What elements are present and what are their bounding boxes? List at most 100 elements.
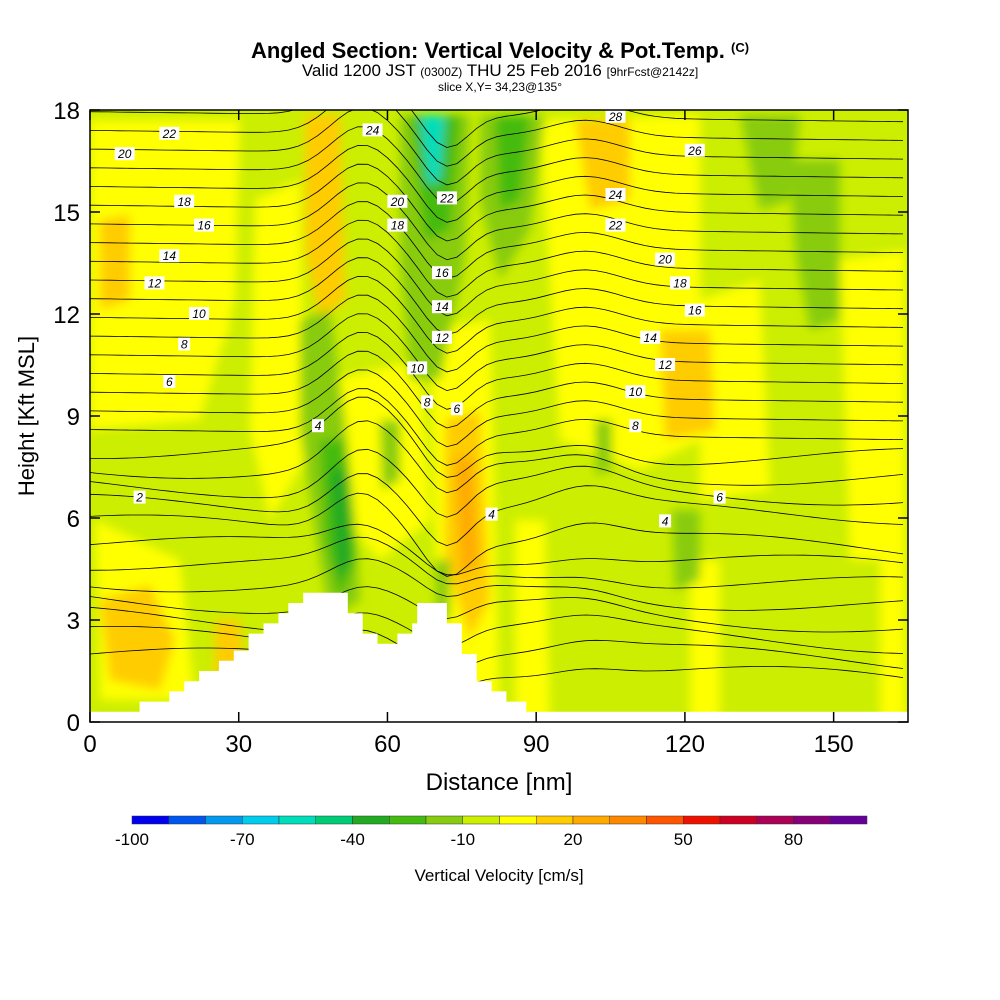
isentrope-line: [90, 558, 904, 611]
isentrope-line: [90, 163, 904, 242]
isentrope-line: [90, 110, 904, 148]
isentrope-line: [90, 238, 904, 317]
contour-label: 16: [431, 266, 452, 280]
x-tick-label: 90: [523, 731, 550, 758]
contour-label-text: 22: [608, 219, 623, 233]
colorbar-tick-label: 80: [784, 830, 803, 849]
contour-label-text: 22: [439, 191, 454, 205]
contour-label-text: 14: [435, 300, 449, 314]
isentrope-line: [90, 492, 904, 577]
contour-label-text: 18: [178, 195, 192, 209]
isentrope-line: [90, 523, 904, 576]
contour-label-text: 12: [435, 331, 449, 345]
contour-label: 20: [387, 194, 408, 209]
colorbar-swatch: [168, 815, 206, 825]
isentrope-line: [90, 638, 904, 690]
isentrope-line: [90, 145, 904, 223]
contour-label: 4: [659, 514, 672, 528]
contour-label-bg: [431, 300, 452, 314]
isentrope-line: [90, 313, 904, 392]
contour-label: 28: [605, 109, 626, 124]
contour-label: 6: [713, 490, 726, 505]
contour-label-text: 10: [629, 385, 643, 399]
contour-label: 14: [159, 249, 180, 263]
contour-label-bg: [163, 375, 176, 388]
isentrope-line: [90, 420, 904, 494]
x-tick-label: 30: [225, 731, 252, 758]
contour-label-bg: [485, 507, 498, 521]
contour-label-text: 8: [181, 338, 188, 352]
contour-label: 2: [133, 490, 146, 505]
contour-label-text: 24: [608, 188, 623, 202]
colorbar-swatch: [536, 815, 574, 825]
contour-label-bg: [605, 218, 626, 232]
contour-label-bg: [362, 123, 383, 137]
y-tick-label: 12: [53, 302, 80, 329]
valid-time: Valid 1200 JST: [301, 61, 416, 80]
x-tick-label: 120: [665, 731, 705, 758]
y-tick-label: 0: [67, 710, 80, 737]
contour-label: 10: [407, 361, 428, 375]
isentrope-line: [90, 294, 904, 373]
colorbar-tick-label: -100: [115, 830, 149, 849]
colorbar-tick-label: -10: [450, 830, 475, 849]
x-tick-label: 60: [374, 731, 401, 758]
contour-label: 18: [174, 194, 195, 209]
contour-label: 12: [655, 358, 676, 372]
isentrope-line: [90, 586, 904, 633]
contour-label: 16: [194, 218, 215, 233]
colorbar-swatch: [756, 815, 794, 825]
isentrope-line: [90, 332, 904, 410]
contour-label-text: 16: [435, 266, 449, 280]
contour-label-bg: [431, 266, 452, 280]
colorbar-tick-label: 50: [674, 830, 693, 849]
contour-label-bg: [407, 361, 428, 375]
colorbar-swatch: [719, 815, 757, 825]
x-axis-ticks: 0 30 60 90 120 150: [83, 110, 854, 758]
contour-label: 20: [114, 147, 135, 161]
colorbar-tick-label: -40: [340, 830, 365, 849]
y-axis-label: Height [Kft MSL]: [14, 336, 39, 496]
isentrope-line: [90, 448, 904, 518]
contour-label-text: 18: [673, 276, 687, 290]
colorbar-swatch: [242, 815, 280, 825]
contour-label: 14: [431, 300, 452, 314]
terrain-mask: [90, 592, 908, 722]
contour-label-text: 10: [192, 307, 206, 321]
contour-label-bg: [436, 191, 457, 205]
y-tick-label: 9: [67, 404, 80, 431]
chart-title-text: Angled Section: Vertical Velocity & Pot.…: [250, 38, 725, 63]
contour-label-text: 28: [608, 110, 623, 124]
contour-label-text: 4: [315, 419, 322, 433]
contour-label-bg: [655, 358, 676, 371]
contour-label-bg: [713, 490, 726, 504]
contour-label-bg: [684, 143, 705, 157]
contour-label-bg: [684, 303, 705, 317]
velocity-field: [90, 110, 908, 722]
colorbar-swatch: [609, 815, 647, 825]
contour-label-bg: [450, 402, 463, 416]
contour-label: 10: [625, 385, 646, 399]
contour-label: 4: [485, 507, 498, 522]
contour-label: 8: [629, 419, 642, 433]
contour-label-bg: [629, 419, 642, 433]
contour-label-text: 4: [488, 508, 495, 522]
colorbar-swatch: [389, 815, 427, 825]
contour-label-bg: [133, 490, 146, 504]
contour-label: 16: [684, 303, 705, 318]
chart-subtitle: Valid 1200 JST (0300Z) THU 25 Feb 2016 […: [0, 62, 1000, 81]
contour-label-bg: [605, 188, 626, 201]
contour-label-text: 6: [716, 491, 723, 505]
contour-label-text: 4: [662, 514, 669, 528]
y-axis-ticks: 0 3 6 9 12 15 18: [53, 98, 908, 737]
isentrope-line: [90, 110, 904, 186]
velocity-shading: [90, 115, 905, 720]
contour-label: 20: [655, 252, 676, 267]
colorbar-swatch: [572, 815, 610, 825]
contour-label-text: 8: [424, 395, 431, 409]
terrain: [90, 592, 908, 722]
chart-title-block: Angled Section: Vertical Velocity & Pot.…: [0, 36, 1000, 94]
colorbar-swatch: [683, 815, 721, 825]
isentrope-line: [90, 110, 904, 167]
contour-label-bg: [114, 147, 135, 161]
